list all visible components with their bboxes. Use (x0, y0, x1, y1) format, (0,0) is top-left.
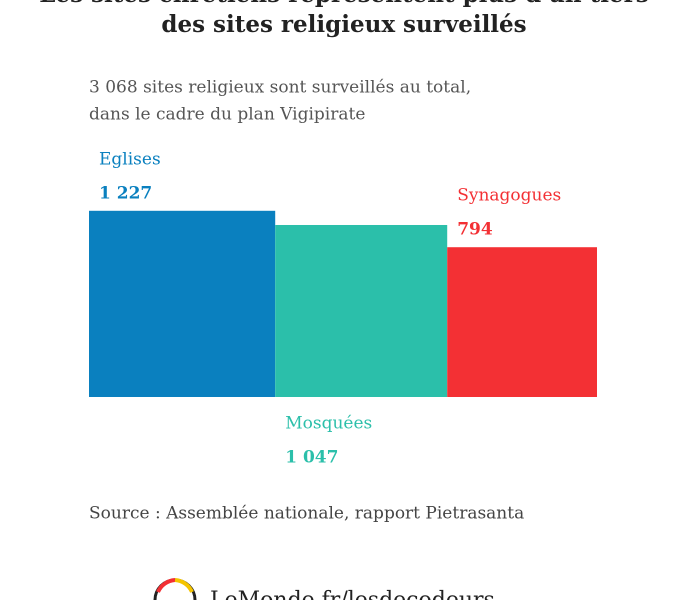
category-label: Eglises (99, 149, 161, 169)
bar (447, 247, 597, 397)
value-label: 794 (457, 220, 493, 240)
category-label: Mosquées (285, 414, 372, 434)
chart-title: des sites religieux surveillés (161, 11, 526, 38)
bar (275, 224, 448, 397)
chart-title: Les sites chrétiens représentent plus d'… (39, 0, 648, 8)
source: Source : Assemblée nationale, rapport Pi… (89, 504, 524, 524)
footer: LeMonde.fr/lesdecodeurs (210, 588, 495, 600)
subtitle: dans le cadre du plan Vigipirate (89, 105, 365, 125)
category-label: Synagogues (457, 186, 561, 206)
logo (153, 578, 197, 600)
bar (89, 210, 276, 397)
value-label: 1 047 (285, 448, 338, 468)
subtitle: 3 068 sites religieux sont surveillés au… (89, 78, 471, 98)
value-label: 1 227 (99, 183, 152, 203)
